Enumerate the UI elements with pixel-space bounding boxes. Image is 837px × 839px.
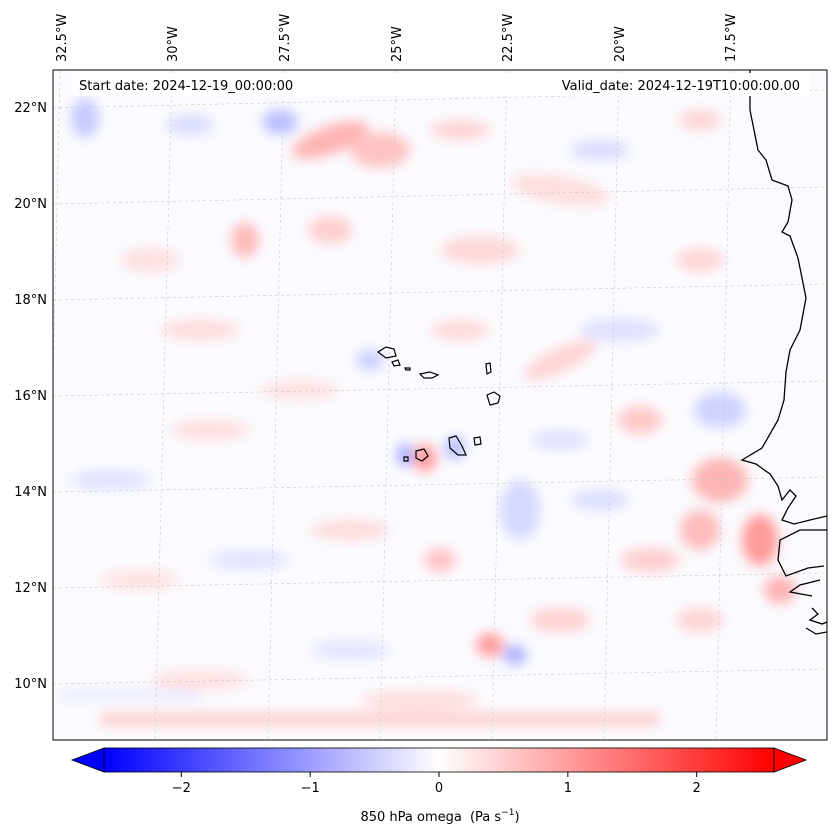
lon-label: 22.5°W [501,14,516,62]
lat-label: 12°N [14,581,47,596]
lat-label: 22°N [14,101,47,116]
latitude-labels: 22°N 20°N 18°N 16°N 14°N 12°N 10°N [14,101,47,692]
island-boa-vista [486,391,501,406]
colorbar-units: (Pa s [470,810,501,825]
island-maio [473,436,482,446]
island-santa-luzia [404,367,411,371]
lon-label: 30°W [166,26,181,62]
africa-coast [740,70,827,635]
colorbar-variable: 850 hPa omega [360,810,461,825]
lat-label: 20°N [14,197,47,212]
lat-label: 18°N [14,293,47,308]
colorbar: −2 −1 0 1 2 850 hPa omega (Pa s−1) [70,747,808,825]
lon-label: 25°W [390,26,405,62]
lat-label: 14°N [14,485,47,500]
map-frame [52,69,828,741]
colorbar-tick-label: 0 [435,781,443,796]
lon-label: 17.5°W [724,14,739,62]
colorbar-units-close: ) [514,810,519,825]
island-brava [403,456,409,462]
lat-label: 16°N [14,389,47,404]
island-sao-nicolau [418,371,440,379]
island-sal [485,362,492,375]
start-date-label: Start date: 2024-12-19_00:00:00 [79,79,293,94]
lon-label: 32.5°W [55,14,70,62]
cape-verde-islands [376,346,501,462]
colorbar-high-extend [773,747,808,773]
colorbar-label: 850 hPa omega (Pa s−1) [360,808,519,825]
title-strip [72,73,810,96]
lon-label: 20°W [613,26,628,62]
island-fogo [415,448,429,462]
coastline [740,70,827,635]
colorbar-gradient [103,747,775,773]
lon-label: 27.5°W [278,14,293,62]
colorbar-units-exponent: −1 [501,808,514,818]
longitude-labels: 32.5°W 30°W 27.5°W 25°W 22.5°W 20°W 17.5… [55,14,739,62]
island-santiago [448,435,467,456]
island-sao-vicente [391,359,401,367]
valid-date-label: Valid_date: 2024-12-19T10:00:00.00 [562,79,800,94]
colorbar-tick-label: 2 [693,781,701,796]
colorbar-ticks: −2 −1 0 1 2 [172,772,701,796]
map-panel[interactable]: Start date: 2024-12-19_00:00:00 Valid_da… [45,69,828,741]
omega-field [60,98,796,726]
colorbar-tick-label: 1 [564,781,572,796]
colorbar-tick-label: −1 [301,781,320,796]
colorbar-tick-label: −2 [172,781,191,796]
island-santo-antao [376,346,397,359]
graticule [53,70,827,740]
lat-label: 10°N [14,677,47,692]
colorbar-low-extend [70,747,105,773]
